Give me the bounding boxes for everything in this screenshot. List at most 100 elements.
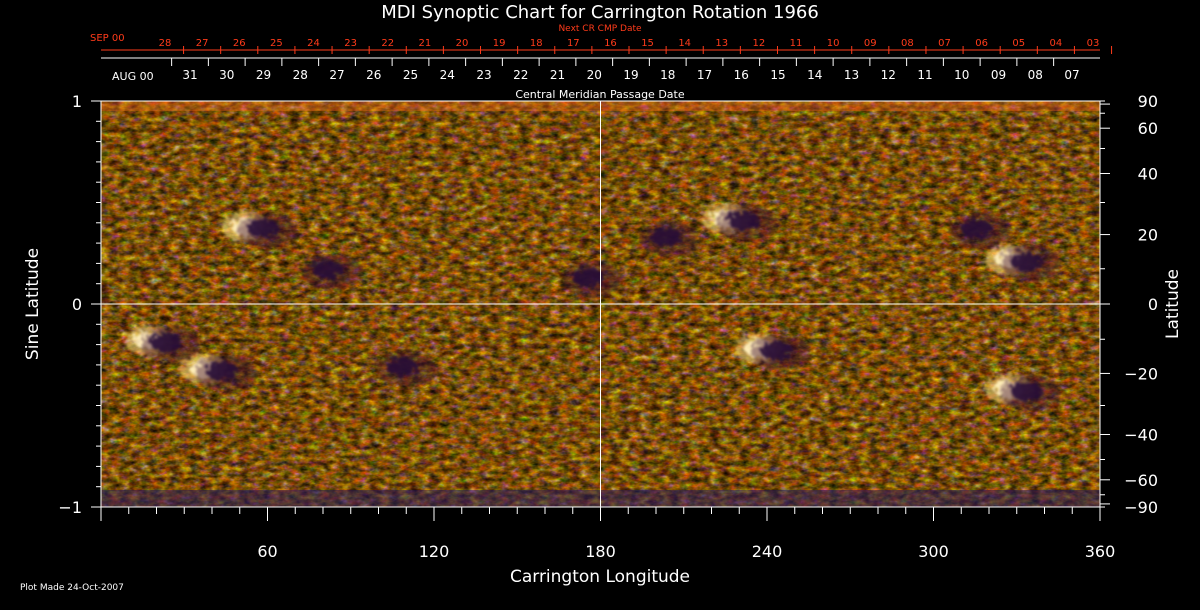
active-region-network [1000, 375, 1061, 412]
y-axis-right-label: Latitude [1163, 269, 1183, 339]
x-tick-label: 120 [419, 542, 450, 561]
top-axis-upper-day: 28 [159, 38, 172, 49]
top-axis-upper-day: 22 [381, 38, 394, 49]
top-axis-lower-month: AUG 00 [112, 70, 154, 83]
active-region-network [140, 326, 201, 363]
top-axis-upper-day: 25 [270, 38, 283, 49]
top-axis-lower-day: 21 [550, 68, 565, 82]
top-axis-lower-day: 27 [329, 68, 344, 82]
y-tick-label-right: −90 [1124, 498, 1158, 517]
x-tick-label: 60 [257, 542, 277, 561]
y-tick-label-right: 60 [1138, 119, 1158, 138]
top-axis-lower-day: 30 [219, 68, 234, 82]
active-region-network [640, 220, 700, 257]
top-axis-upper: SEP 00 Next CR CMP Date 28 27 26 25 24 23 22 21… [90, 24, 1113, 54]
top-axis-lower-day: 25 [403, 68, 418, 82]
top-axis-upper-day: 27 [196, 38, 209, 49]
top-axis-lower-day: 26 [366, 68, 381, 82]
y-tick-label-right: 90 [1138, 92, 1158, 111]
x-axis-label: Carrington Longitude [510, 567, 690, 587]
top-axis-upper-day: 07 [938, 38, 951, 49]
top-axis-lower-day: 29 [256, 68, 271, 82]
crosshair [101, 101, 1100, 507]
y-tick-label-left: 1 [72, 92, 82, 111]
top-axis-lower-day: 20 [587, 68, 602, 82]
active-region-network [950, 212, 1011, 249]
chart-title: MDI Synoptic Chart for Carrington Rotati… [381, 2, 819, 23]
top-axis-lower-day: 11 [917, 68, 932, 82]
top-axis-upper-day: 09 [864, 38, 877, 49]
y-tick-label-right: −20 [1124, 364, 1158, 383]
y-tick-label-right: −60 [1124, 471, 1158, 490]
x-axis: 60 120 180 240 300 360 [100, 507, 1116, 561]
top-axis-lower-day: 31 [182, 68, 197, 82]
top-axis-upper-day: 11 [790, 38, 803, 49]
top-axis-upper-day: 20 [456, 38, 469, 49]
top-axis-upper-day: 13 [715, 38, 728, 49]
top-axis-upper-day: 24 [307, 38, 320, 49]
top-axis-lower-day: 13 [844, 68, 859, 82]
top-axis-upper-label: Next CR CMP Date [558, 24, 642, 34]
top-axis-upper-days: 28 27 26 25 24 23 22 21 20 19 18 17 16 15 14 13 12 11 10 09… [159, 38, 1113, 54]
top-axis-upper-day: 26 [233, 38, 246, 49]
top-axis-upper-day: 14 [678, 38, 691, 49]
top-axis-lower-day: 18 [660, 68, 675, 82]
active-region-network [196, 354, 256, 391]
top-axis-upper-day: 19 [493, 38, 506, 49]
top-axis-upper-day: 17 [567, 38, 580, 49]
x-tick-label: 360 [1085, 542, 1116, 561]
top-axis-lower-day: 14 [807, 68, 822, 82]
top-axis-upper-day: 21 [418, 38, 431, 49]
active-region-network [237, 212, 298, 249]
top-axis-upper-day: 16 [604, 38, 617, 49]
top-axis-lower-day: 22 [513, 68, 528, 82]
top-axis-upper-day: 18 [530, 38, 543, 49]
top-axis-upper-day: 04 [1050, 38, 1063, 49]
y-axis-left: 1 0 −1 [58, 92, 101, 517]
y-tick-label-right: −40 [1124, 425, 1158, 444]
top-axis-lower-day: 17 [697, 68, 712, 82]
y-tick-label-right: 0 [1148, 295, 1158, 314]
top-axis-upper-day: 06 [975, 38, 988, 49]
y-tick-label-right: 40 [1138, 165, 1158, 184]
y-axis-left-label: Sine Latitude [23, 248, 43, 360]
top-axis-upper-day: 03 [1087, 38, 1100, 49]
top-axis-lower-day: 08 [1028, 68, 1043, 82]
top-axis-lower-label: Central Meridian Passage Date [515, 88, 684, 101]
top-axis-lower-day: 12 [881, 68, 896, 82]
active-region-network [751, 334, 811, 371]
y-tick-label-left: −1 [58, 498, 82, 517]
y-tick-label-left: 0 [72, 295, 82, 314]
top-axis-upper-day: 12 [753, 38, 766, 49]
top-axis-lower-day: 19 [623, 68, 638, 82]
top-axis-lower-day: 07 [1064, 68, 1079, 82]
active-region-network [1000, 245, 1061, 282]
top-axis-lower-day: 10 [954, 68, 969, 82]
top-axis-lower-day: 28 [293, 68, 308, 82]
x-tick-label: 240 [752, 542, 783, 561]
active-region-network [301, 253, 362, 290]
plot-made-note: Plot Made 24-Oct-2007 [20, 583, 124, 593]
top-axis-lower-days: 31 30 29 28 27 26 25 24 23 22 21 20 19 18 17 16 15 14 13 12… [171, 58, 1080, 82]
top-axis-lower-day: 09 [991, 68, 1006, 82]
top-axis-upper-day: 10 [827, 38, 840, 49]
top-axis-upper-day: 05 [1012, 38, 1025, 49]
y-axis-right: 90 60 40 20 0 −20 −40 −60 −90 [1100, 92, 1158, 517]
top-axis-lower-day: 23 [476, 68, 491, 82]
top-axis-upper-month: SEP 00 [90, 33, 125, 44]
top-axis-lower-day: 16 [734, 68, 749, 82]
top-axis-upper-day: 15 [641, 38, 654, 49]
x-tick-label: 180 [585, 542, 616, 561]
active-region-network [717, 204, 778, 241]
active-region-network [376, 350, 437, 387]
top-axis-lower: AUG 00 Central Meridian Passage Date 31 3… [101, 57, 1100, 101]
top-axis-lower-day: 24 [440, 68, 455, 82]
active-region-network [562, 261, 623, 298]
top-axis-upper-day: 23 [344, 38, 357, 49]
y-tick-label-right: 20 [1138, 226, 1158, 245]
top-axis-upper-day: 08 [901, 38, 914, 49]
top-axis-lower-day: 15 [770, 68, 785, 82]
active-regions [124, 203, 1061, 412]
x-tick-label: 300 [918, 542, 949, 561]
